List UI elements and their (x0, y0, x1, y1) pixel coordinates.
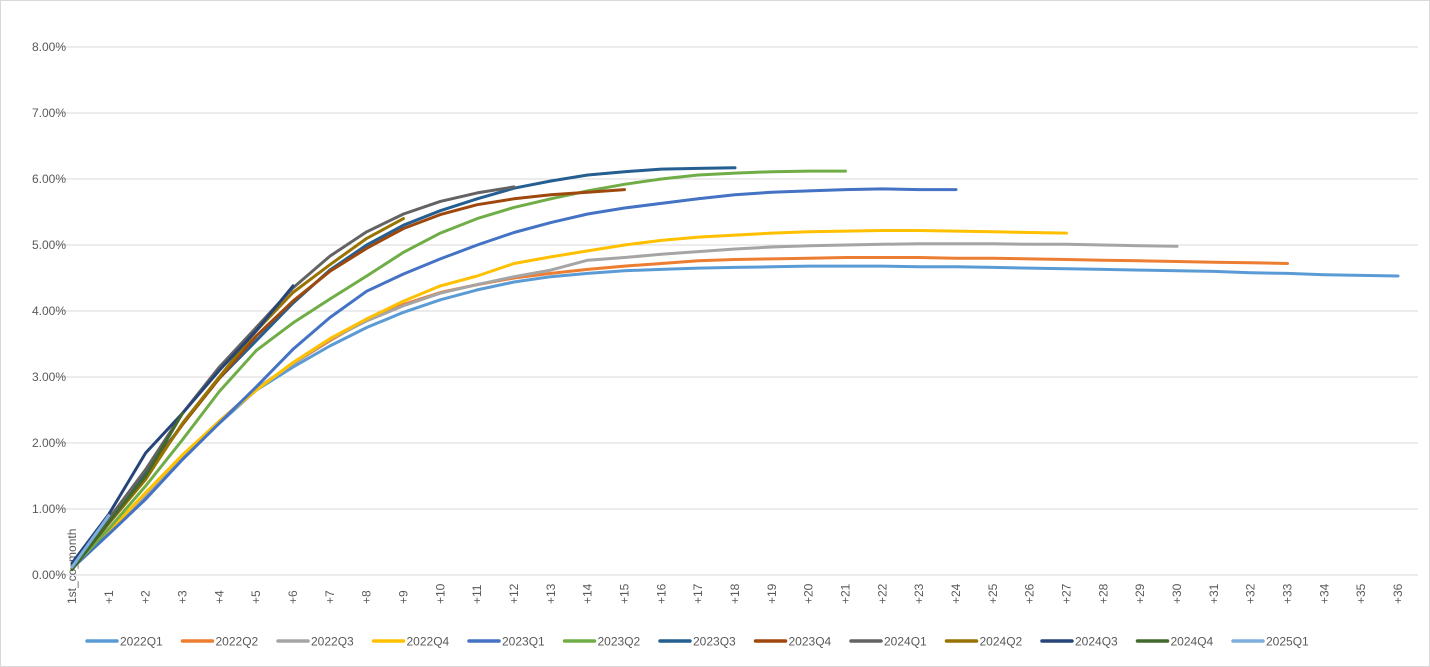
series-line-2022Q4 (70, 229, 1068, 570)
x-tick-label: +13 (544, 583, 558, 604)
x-tick-label: +33 (1281, 583, 1295, 604)
x-tick-label: +20 (802, 583, 816, 604)
legend-label: 2024Q1 (884, 635, 927, 649)
x-tick-label: +32 (1244, 583, 1258, 604)
legend-label: 2023Q3 (693, 635, 736, 649)
legend-label: 2024Q3 (1075, 635, 1118, 649)
series-line-2024Q4 (70, 411, 184, 572)
y-axis-ticks: 0.00% 1.00% 2.00% 3.00% 4.00% 5.00% 6.00% 7.00%… (32, 40, 66, 582)
x-tick-label: +15 (618, 583, 632, 604)
x-tick-label: +21 (839, 583, 853, 604)
legend-label: 2023Q4 (789, 635, 832, 649)
x-tick-label: +2 (139, 590, 153, 604)
y-tick-label: 2.00% (32, 436, 66, 450)
legend-label: 2022Q2 (216, 635, 259, 649)
x-tick-label: +18 (728, 583, 742, 604)
x-tick-label: +8 (360, 590, 374, 604)
x-tick-label: +31 (1207, 583, 1221, 604)
series-line-2023Q1 (70, 187, 958, 570)
x-tick-label: +11 (470, 584, 484, 604)
series-line-2022Q1 (70, 264, 1400, 570)
x-tick-label: +17 (691, 583, 705, 604)
legend-label: 2022Q1 (120, 635, 163, 649)
x-tick-label: +4 (212, 590, 226, 604)
x-tick-label: +16 (654, 583, 668, 604)
legend-label: 2022Q3 (311, 635, 354, 649)
x-tick-label: +29 (1133, 583, 1147, 604)
y-tick-label: 0.00% (32, 568, 66, 582)
y-tick-label: 6.00% (32, 172, 66, 186)
legend-label: 2023Q1 (502, 635, 545, 649)
x-tick-label: +14 (581, 583, 595, 604)
x-tick-label: +1 (102, 590, 116, 604)
x-tick-label: +6 (286, 590, 300, 604)
x-tick-label: +36 (1391, 583, 1405, 604)
x-tick-label: +25 (986, 583, 1000, 604)
x-tick-label: +30 (1170, 583, 1184, 604)
y-tick-label: 7.00% (32, 106, 66, 120)
x-axis-ticks: 1st_co_month +1 +2 +3 +4 +5 +6 +7 +8 +9 +10 +11 +12 +… (65, 529, 1405, 604)
x-tick-label: +19 (765, 583, 779, 604)
y-tick-label: 5.00% (32, 238, 66, 252)
x-tick-label: +12 (507, 583, 521, 604)
x-tick-label: +22 (875, 583, 889, 604)
x-tick-label: +5 (249, 590, 263, 604)
x-tick-label: +26 (1023, 583, 1037, 604)
x-tick-label: +23 (912, 583, 926, 604)
series-line-2023Q4 (70, 188, 626, 569)
x-tick-label: +3 (176, 590, 190, 604)
gridlines (53, 46, 1418, 576)
series-line-2023Q2 (70, 169, 847, 570)
x-tick-label: +35 (1354, 583, 1368, 604)
legend-label: 2022Q4 (407, 635, 450, 649)
x-tick-label: +9 (397, 590, 411, 604)
x-tick-label: +27 (1060, 583, 1074, 604)
legend-label: 2023Q2 (598, 635, 641, 649)
legend: 2022Q1 2022Q2 2022Q3 2022Q4 2023Q1 2023Q2 2023… (85, 635, 1309, 649)
x-tick-label: +7 (323, 590, 337, 604)
legend-label: 2024Q4 (1171, 635, 1214, 649)
x-tick-label: +28 (1096, 583, 1110, 604)
y-tick-label: 8.00% (32, 40, 66, 54)
y-tick-label: 3.00% (32, 370, 66, 384)
x-tick-label: +10 (433, 583, 447, 604)
y-tick-label: 1.00% (32, 502, 66, 516)
series-lines (70, 166, 1400, 572)
legend-label: 2025Q1 (1266, 635, 1309, 649)
y-tick-label: 4.00% (32, 304, 66, 318)
series-line-2024Q1 (70, 185, 516, 567)
series-line-2022Q2 (70, 256, 1289, 570)
series-line-2025Q1 (70, 514, 111, 569)
x-tick-label: +34 (1317, 583, 1331, 604)
legend-label: 2024Q2 (980, 635, 1023, 649)
x-tick-label: +24 (949, 583, 963, 604)
